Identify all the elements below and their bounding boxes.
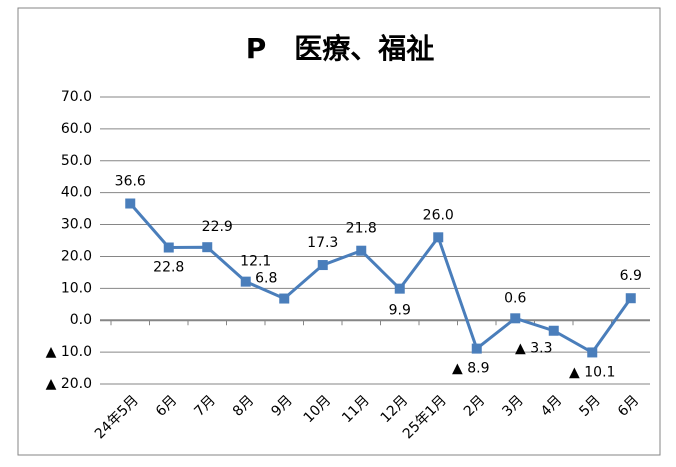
data-label: 6.9 (620, 268, 642, 284)
marker (240, 276, 251, 287)
y-tick-label: 50.0 (61, 153, 92, 169)
data-label: 36.6 (115, 174, 146, 190)
data-label: ▲ 3.3 (515, 341, 552, 357)
marker (394, 283, 405, 294)
marker (125, 198, 136, 209)
y-tick-label: ▲ 20.0 (46, 376, 92, 392)
data-label: 17.3 (307, 235, 338, 251)
data-label: 22.8 (153, 260, 184, 276)
data-label: 12.1 (240, 254, 271, 270)
marker (279, 293, 290, 304)
marker (510, 313, 521, 324)
y-tick-label: 10.0 (61, 280, 92, 296)
marker (587, 347, 598, 358)
marker (163, 242, 174, 253)
y-tick-label: 60.0 (61, 121, 92, 137)
y-tick-label: 40.0 (61, 185, 92, 201)
marker (471, 343, 482, 354)
marker (356, 245, 367, 256)
data-label: 6.8 (255, 271, 277, 287)
y-tick-label: 30.0 (61, 217, 92, 233)
data-label: 9.9 (389, 303, 411, 319)
y-tick-label: 20.0 (61, 248, 92, 264)
marker (202, 242, 213, 253)
marker (317, 260, 328, 271)
marker (625, 293, 636, 304)
series-line (129, 202, 632, 355)
data-label: ▲ 8.9 (452, 361, 489, 377)
data-label: 21.8 (346, 221, 377, 237)
marker (433, 232, 444, 243)
data-label: ▲ 10.1 (569, 364, 615, 380)
y-tick-label: 0.0 (70, 312, 92, 328)
chart-title: P 医療、福祉 (246, 32, 435, 65)
y-tick-label: ▲ 10.0 (46, 344, 92, 360)
marker (548, 325, 559, 336)
chart-border (17, 7, 661, 456)
data-label: 0.6 (504, 290, 526, 306)
data-label: 26.0 (423, 207, 454, 223)
data-label: 22.9 (202, 219, 233, 235)
y-tick-label: 70.0 (61, 89, 92, 105)
